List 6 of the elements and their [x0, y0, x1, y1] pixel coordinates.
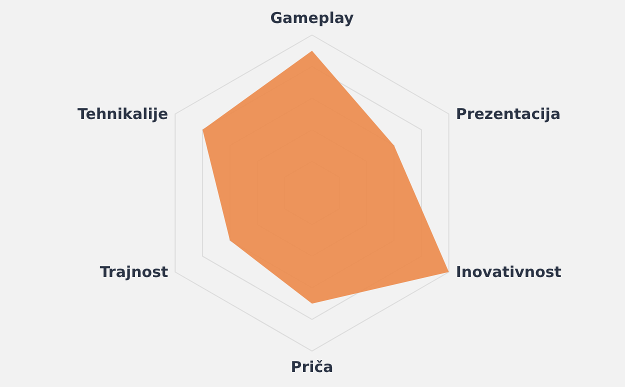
spoke-label: Trajnost	[100, 263, 168, 281]
spoke-label: Inovativnost	[456, 263, 562, 281]
spoke-label: Priča	[290, 358, 334, 376]
spoke-label: Prezentacija	[456, 105, 561, 123]
spoke-label: Gameplay	[270, 9, 354, 27]
spoke-label: Tehnikalije	[78, 105, 168, 123]
